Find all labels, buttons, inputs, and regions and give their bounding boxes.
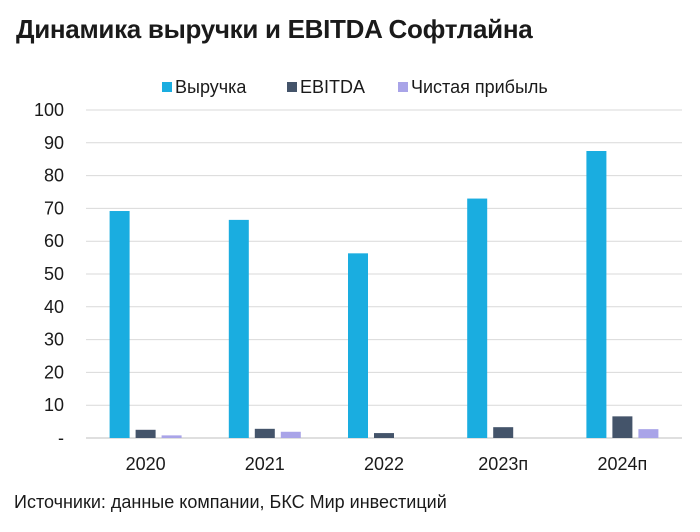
x-tick-label: 2024п <box>598 454 648 474</box>
bar-Выручка-2021 <box>228 219 249 438</box>
bar-EBITDA-2020 <box>135 429 156 438</box>
x-tick-label: 2022 <box>364 454 404 474</box>
x-tick-label: 2023п <box>478 454 528 474</box>
legend-swatch <box>287 82 297 92</box>
bar-EBITDA-2022 <box>374 433 394 438</box>
bar-Чистая прибыль-2024п <box>638 429 659 438</box>
chart-bars <box>109 151 659 438</box>
legend-swatch <box>162 82 172 92</box>
y-tick-label: - <box>58 428 64 448</box>
y-tick-label: 60 <box>44 231 64 251</box>
x-tick-label: 2021 <box>245 454 285 474</box>
y-tick-label: 90 <box>44 133 64 153</box>
bar-Чистая прибыль-2021 <box>280 431 301 438</box>
source-note: Источники: данные компании, БКС Мир инве… <box>14 492 447 512</box>
bar-EBITDA-2024п <box>612 416 633 438</box>
y-tick-label: 30 <box>44 330 64 350</box>
x-tick-label: 2020 <box>126 454 166 474</box>
chart-legend: Выручка EBITDA Чистая прибыль <box>162 77 548 97</box>
bar-EBITDA-2021 <box>254 428 275 438</box>
y-tick-label: 100 <box>34 100 64 120</box>
bar-Чистая прибыль-2020 <box>161 435 182 438</box>
y-tick-label: 80 <box>44 166 64 186</box>
legend-swatch <box>398 82 408 92</box>
bar-Выручка-2024п <box>586 151 607 438</box>
legend-label: Выручка <box>175 77 247 97</box>
y-axis: - 10 20 30 40 50 60 70 80 90 100 <box>34 100 64 448</box>
legend-label: EBITDA <box>300 77 365 97</box>
y-tick-label: 20 <box>44 362 64 382</box>
legend-label: Чистая прибыль <box>411 77 548 97</box>
y-tick-label: 70 <box>44 198 64 218</box>
y-tick-label: 50 <box>44 264 64 284</box>
chart-title: Динамика выручки и EBITDA Софтлайна <box>16 14 533 44</box>
y-tick-label: 40 <box>44 297 64 317</box>
bar-Выручка-2020 <box>109 211 130 438</box>
x-axis: 2020 2021 2022 2023п 2024п <box>126 454 648 474</box>
bar-Выручка-2023п <box>467 198 488 438</box>
bar-Выручка-2022 <box>348 253 368 438</box>
bar-EBITDA-2023п <box>493 427 514 438</box>
y-tick-label: 10 <box>44 395 64 415</box>
